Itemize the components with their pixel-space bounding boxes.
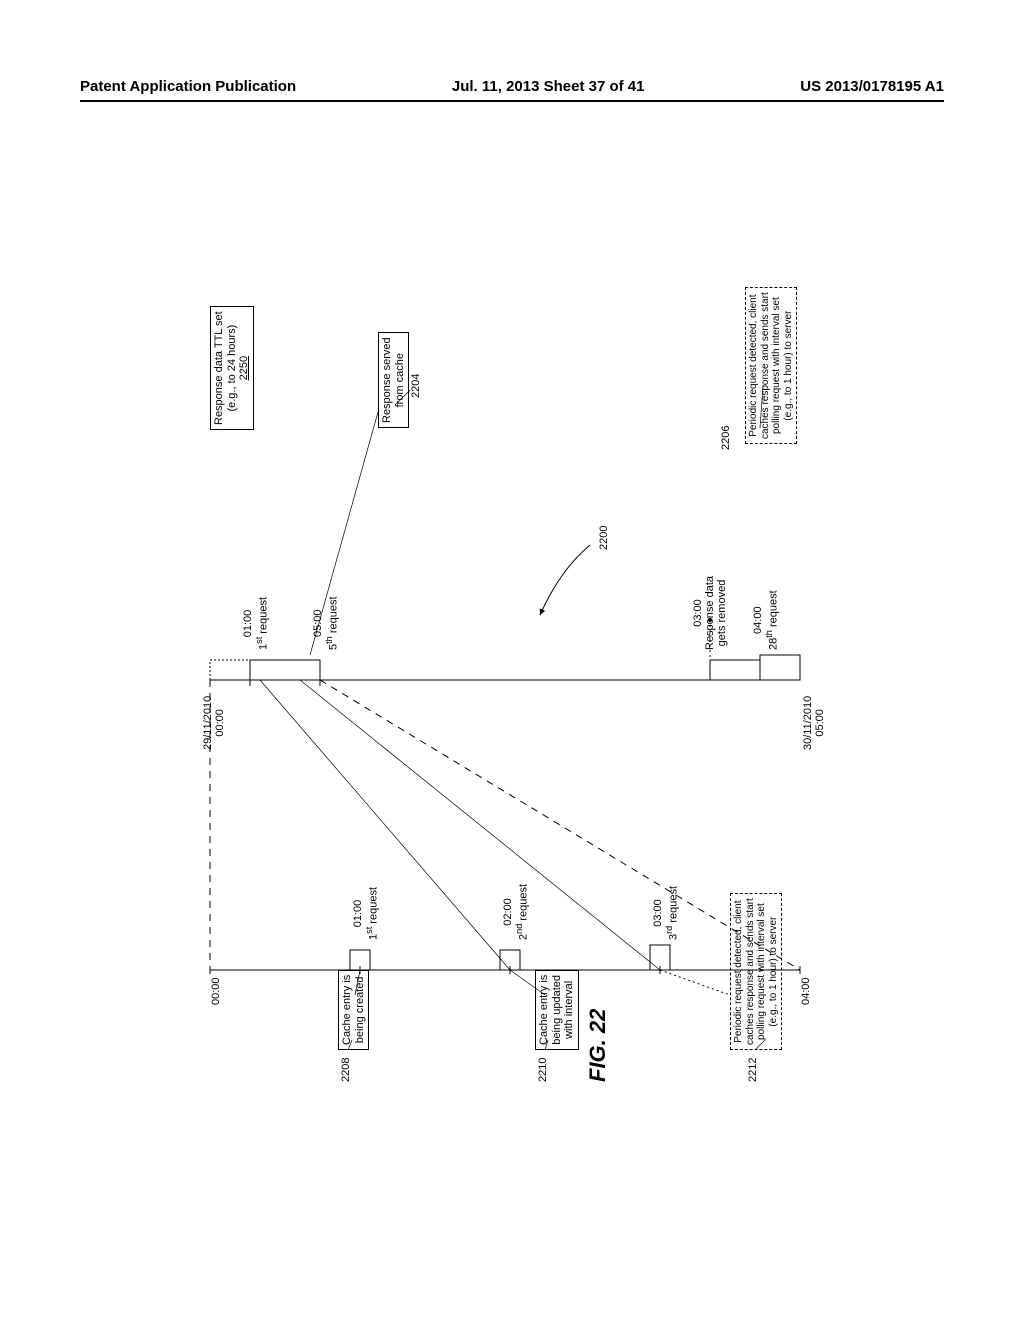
- top-time-start: 29/11/201000:00: [202, 696, 226, 750]
- response-served-box: Response servedfrom cache: [378, 332, 409, 428]
- ref-2206: 2206: [720, 426, 732, 450]
- periodic-bot-text: Periodic request detected, clientcaches …: [733, 898, 779, 1045]
- header-left: Patent Application Publication: [80, 78, 296, 98]
- header-center: Jul. 11, 2013 Sheet 37 of 41: [452, 78, 645, 98]
- bot-req-3: 03:003rd request: [652, 886, 680, 940]
- ref-2204: 2204: [410, 374, 422, 398]
- periodic-box-top: Periodic request detected, clientcaches …: [745, 287, 797, 444]
- top-req-1: 01:001st request: [242, 597, 270, 650]
- cache-created-box: Cache entry isbeing created: [338, 970, 369, 1050]
- periodic-box-bot: Periodic request detected, clientcaches …: [730, 893, 782, 1050]
- response-served-text: Response servedfrom cache: [381, 337, 406, 423]
- bot-req-2: 02:002nd request: [502, 884, 530, 940]
- header-right: US 2013/0178195 A1: [800, 78, 944, 98]
- cache-updated-box: Cache entry isbeing updatedwith interval: [535, 970, 579, 1050]
- ref-2212: 2212: [747, 1058, 759, 1082]
- figure-label: FIG. 22: [585, 1009, 611, 1082]
- ref-2200: 2200: [598, 526, 610, 550]
- ttl-box: Response data TTL set(e.g., to 24 hours)…: [210, 306, 254, 430]
- bot-req-1: 01:001st request: [352, 887, 380, 940]
- cache-created-text: Cache entry isbeing created: [341, 975, 366, 1045]
- ref-2210: 2210: [537, 1058, 549, 1082]
- top-time-end: 30/11/201005:00: [802, 696, 826, 750]
- cache-updated-text: Cache entry isbeing updatedwith interval: [538, 975, 575, 1045]
- ref-2208: 2208: [340, 1058, 352, 1082]
- ttl-text: Response data TTL set(e.g., to 24 hours)…: [213, 311, 250, 425]
- page: Patent Application Publication Jul. 11, …: [0, 0, 1024, 1320]
- top-req-28: 04:0028th request: [752, 590, 780, 650]
- periodic-top-text: Periodic request detected, clientcaches …: [748, 292, 794, 439]
- top-response-removed: 03:00Response datagets removed: [692, 576, 728, 650]
- diagram-svg: [190, 250, 810, 1050]
- top-req-5: 05:005th request: [312, 596, 340, 650]
- bot-time-end: 04:00: [800, 977, 812, 1005]
- diagram-area: Response data TTL set(e.g., to 24 hours)…: [190, 250, 810, 1050]
- page-header: Patent Application Publication Jul. 11, …: [80, 78, 944, 102]
- bot-time-start: 00:00: [210, 977, 222, 1005]
